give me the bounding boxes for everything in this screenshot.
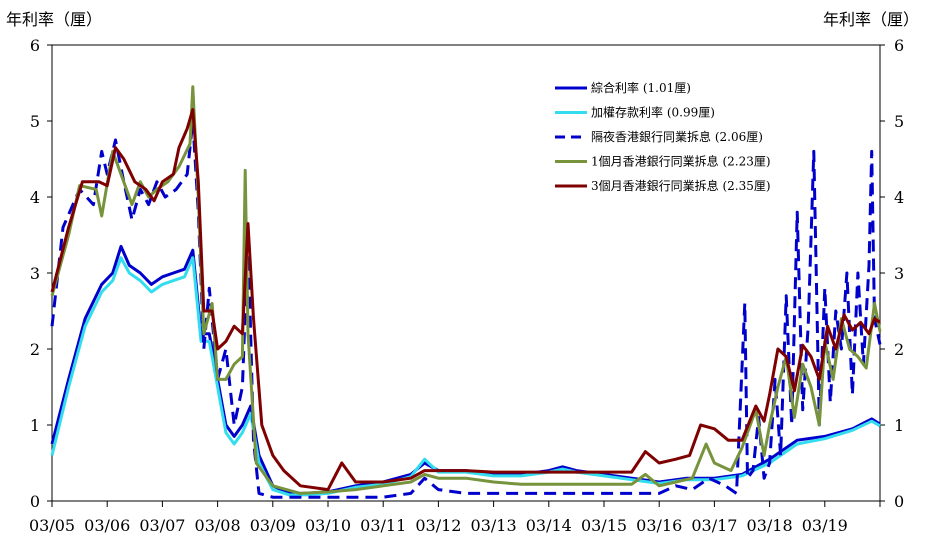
series-line-5 — [50, 108, 881, 492]
series-line-4 — [50, 85, 882, 495]
legend-entry-4: 1個月香港銀行同業拆息 (2.23厘) — [591, 154, 771, 169]
x-tick-label: 03/08 — [195, 516, 241, 535]
y-tick-label-left: 0 — [30, 492, 40, 511]
legend-entry-3: 隔夜香港銀行同業拆息 (2.06厘) — [591, 129, 763, 144]
y-tick-label-right: 0 — [894, 492, 904, 511]
y-tick-label-right: 2 — [894, 340, 904, 359]
y-tick-label-left: 1 — [30, 416, 40, 435]
x-tick-label: 03/19 — [802, 516, 848, 535]
x-tick-label: 03/18 — [747, 516, 793, 535]
y-tick-label-left: 2 — [30, 340, 40, 359]
y-tick-label-right: 4 — [894, 188, 904, 207]
legend-entry-1: 綜合利率 (1.01厘) — [591, 80, 691, 95]
y-tick-label-right: 6 — [894, 36, 904, 55]
x-tick-label: 03/17 — [691, 516, 737, 535]
x-tick-label: 03/14 — [526, 516, 572, 535]
x-tick-label: 03/12 — [415, 516, 461, 535]
y-tick-label-left: 5 — [30, 112, 40, 131]
x-tick-label: 03/06 — [84, 516, 130, 535]
y-tick-label-right: 1 — [894, 416, 904, 435]
x-tick-label: 03/09 — [250, 516, 296, 535]
y-axis-label-right: 年利率（厘） — [822, 10, 919, 29]
legend-entry-5: 3個月香港銀行同業拆息 (2.35厘) — [591, 178, 771, 193]
series-line-3 — [50, 119, 882, 499]
x-tick-label: 03/07 — [139, 516, 185, 535]
x-tick-label: 03/15 — [581, 516, 627, 535]
x-tick-label: 03/10 — [305, 516, 351, 535]
x-tick-label: 03/16 — [636, 516, 682, 535]
x-tick-label: 03/11 — [360, 516, 406, 535]
x-tick-label: 03/05 — [29, 516, 75, 535]
series-line-2 — [50, 256, 881, 497]
y-tick-label-right: 3 — [894, 264, 904, 283]
y-axis-label-left: 年利率（厘） — [6, 10, 103, 29]
x-tick-label: 03/13 — [471, 516, 517, 535]
y-tick-label-right: 5 — [894, 112, 904, 131]
y-tick-label-left: 4 — [30, 188, 40, 207]
y-tick-label-left: 3 — [30, 264, 40, 283]
legend-entry-2: 加權存款利率 (0.99厘) — [591, 105, 715, 120]
y-tick-label-left: 6 — [30, 36, 40, 55]
